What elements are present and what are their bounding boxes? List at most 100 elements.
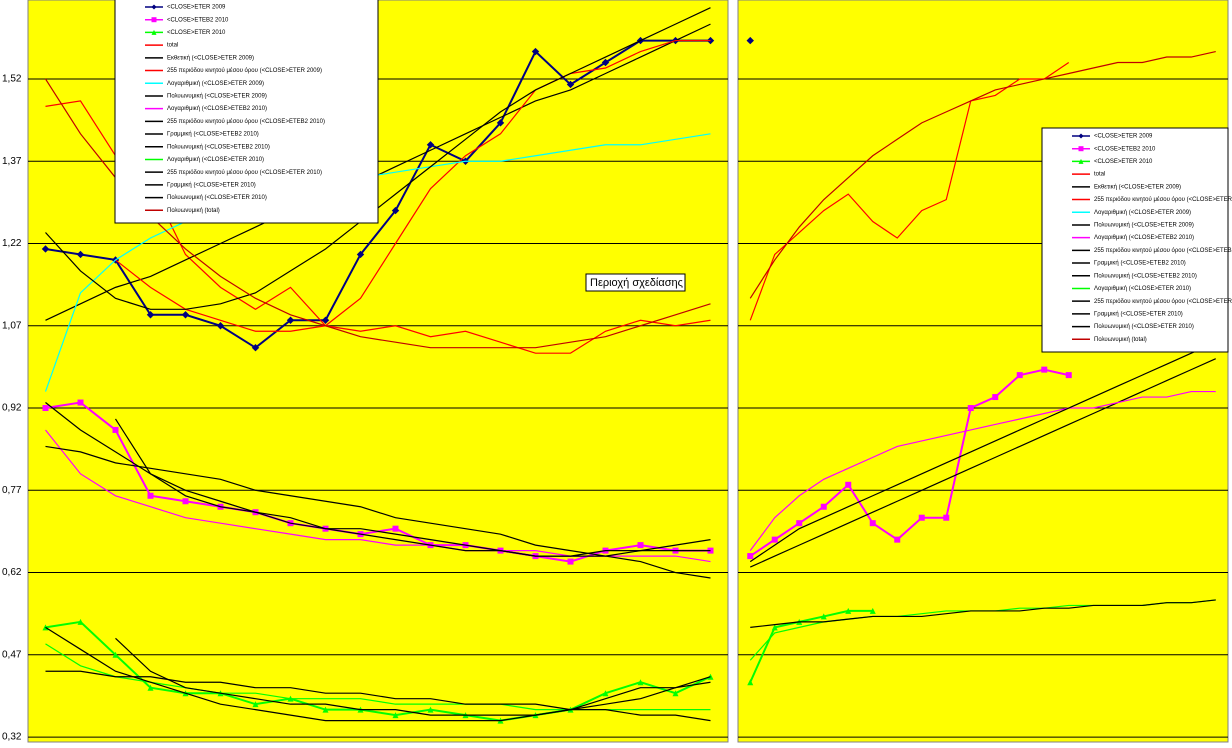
marker bbox=[531, 47, 540, 56]
legend-label: 255 περιόδου κινητού μέσου όρου (<CLOSE>… bbox=[167, 169, 322, 176]
marker bbox=[637, 679, 644, 686]
marker bbox=[76, 250, 85, 259]
marker bbox=[943, 514, 950, 521]
marker bbox=[992, 394, 999, 401]
legend-label: <CLOSE>ETER 2009 bbox=[167, 5, 226, 11]
marker bbox=[321, 316, 330, 324]
y-tick-label: 0,62 bbox=[2, 567, 22, 578]
plot-area bbox=[737, 0, 1229, 743]
series-line bbox=[749, 62, 1070, 321]
y-tick-label: 0,77 bbox=[2, 485, 22, 496]
series-line bbox=[749, 50, 1216, 299]
tooltip-text: Περιοχή σχεδίασης bbox=[590, 277, 683, 289]
series-line bbox=[45, 445, 711, 579]
y-tick-label: 0,47 bbox=[2, 649, 22, 660]
series-line bbox=[45, 670, 711, 722]
legend-marker bbox=[151, 17, 157, 23]
legend-label: total bbox=[167, 43, 178, 49]
marker bbox=[845, 481, 852, 488]
legend-label: <CLOSE>ETER 2010 bbox=[167, 30, 226, 36]
marker bbox=[77, 399, 84, 406]
marker bbox=[181, 311, 190, 319]
marker bbox=[392, 712, 399, 719]
marker bbox=[42, 405, 49, 412]
legend-marker bbox=[151, 29, 157, 35]
legend-label: Πολυωνυμική (<CLOSE>ETEB2 2010) bbox=[1094, 272, 1197, 279]
legend-label: 255 περιόδου κινητού μέσου όρου (<CLOSE>… bbox=[1094, 196, 1232, 203]
legend-label: <CLOSE>ETER 2010 bbox=[1094, 159, 1153, 165]
marker bbox=[566, 80, 575, 89]
marker bbox=[146, 311, 155, 319]
marker bbox=[147, 684, 154, 691]
marker bbox=[601, 58, 610, 67]
legend-label: 255 περιόδου κινητού μέσου όρου (<CLOSE>… bbox=[1094, 247, 1232, 254]
legend-label: Πολυωνυμική (total) bbox=[1094, 336, 1147, 343]
legend-box bbox=[114, 0, 379, 224]
legend-label: Λογαριθμική (<CLOSE>ETER 2010) bbox=[1094, 285, 1191, 292]
marker bbox=[747, 679, 754, 686]
legend-marker bbox=[1078, 146, 1084, 152]
legend-label: Πολυωνυμική (total) bbox=[167, 207, 220, 214]
legend-label: Γραμμική (<CLOSE>ETER 2010) bbox=[1094, 310, 1183, 317]
series-line bbox=[750, 599, 1216, 628]
legend-label: Λογαριθμική (<CLOSE>ETEB2 2010) bbox=[167, 105, 267, 112]
tooltip-box bbox=[585, 273, 686, 292]
y-tick-label: 1,22 bbox=[2, 238, 22, 249]
marker bbox=[391, 206, 400, 215]
legend-marker bbox=[151, 4, 157, 10]
marker bbox=[746, 36, 754, 45]
legend-label: Λογαριθμική (<CLOSE>ETER 2010) bbox=[167, 156, 264, 163]
series-line bbox=[45, 402, 711, 557]
legend-label: Λογαριθμική (<CLOSE>ETER 2009) bbox=[1094, 209, 1191, 216]
marker bbox=[216, 322, 225, 330]
legend-label: Εκθετική (<CLOSE>ETER 2009) bbox=[167, 54, 254, 61]
legend-label: Λογαριθμική (<CLOSE>ETEB2 2010) bbox=[1094, 234, 1194, 241]
marker bbox=[182, 498, 189, 505]
marker bbox=[426, 141, 435, 149]
series-line bbox=[750, 358, 1216, 568]
legend-label: 255 περιόδου κινητού μέσου όρου (<CLOSE>… bbox=[167, 118, 325, 125]
series-line bbox=[749, 341, 1216, 563]
marker bbox=[112, 651, 119, 658]
legend-label: Πολυωνυμική (<CLOSE>ETER 2010) bbox=[167, 194, 267, 201]
marker bbox=[820, 503, 827, 510]
y-tick-label: 1,07 bbox=[2, 320, 22, 331]
y-tick-label: 1,37 bbox=[2, 156, 22, 167]
marker bbox=[918, 514, 925, 521]
marker bbox=[251, 343, 260, 352]
series-line bbox=[749, 390, 1216, 551]
marker bbox=[427, 706, 434, 713]
marker bbox=[77, 618, 84, 625]
marker bbox=[1041, 366, 1048, 373]
marker bbox=[771, 536, 778, 543]
marker bbox=[41, 245, 50, 253]
legend-label: Πολυωνυμική (<CLOSE>ETEB2 2010) bbox=[167, 143, 270, 150]
legend-label: Πολυωνυμική (<CLOSE>ETER 2009) bbox=[167, 93, 267, 100]
series-line bbox=[749, 368, 1069, 557]
y-tick-label: 0,32 bbox=[2, 732, 22, 743]
legend-label: <CLOSE>ETER 2009 bbox=[1094, 134, 1153, 140]
marker bbox=[322, 706, 329, 713]
marker bbox=[567, 558, 574, 565]
marker bbox=[356, 250, 365, 259]
series-line bbox=[115, 39, 711, 332]
legend-label: <CLOSE>ETEB2 2010 bbox=[1094, 146, 1156, 152]
marker bbox=[672, 690, 679, 697]
series-line bbox=[45, 620, 711, 722]
marker bbox=[147, 492, 154, 499]
marker bbox=[392, 525, 399, 532]
legend-label: Γραμμική (<CLOSE>ETEB2 2010) bbox=[167, 131, 259, 138]
legend-label: total bbox=[1094, 172, 1105, 178]
legend-box bbox=[1041, 127, 1229, 353]
marker bbox=[796, 520, 803, 527]
marker bbox=[602, 690, 609, 697]
y-tick-label: 0,92 bbox=[2, 403, 22, 414]
legend-label: 255 περιόδου κινητού μέσου όρου (<CLOSE>… bbox=[167, 67, 322, 74]
marker bbox=[967, 405, 974, 412]
y-tick-label: 1,52 bbox=[2, 74, 22, 85]
marker bbox=[252, 701, 259, 708]
legend-marker bbox=[1078, 158, 1084, 164]
marker bbox=[496, 119, 505, 127]
marker bbox=[869, 607, 876, 614]
